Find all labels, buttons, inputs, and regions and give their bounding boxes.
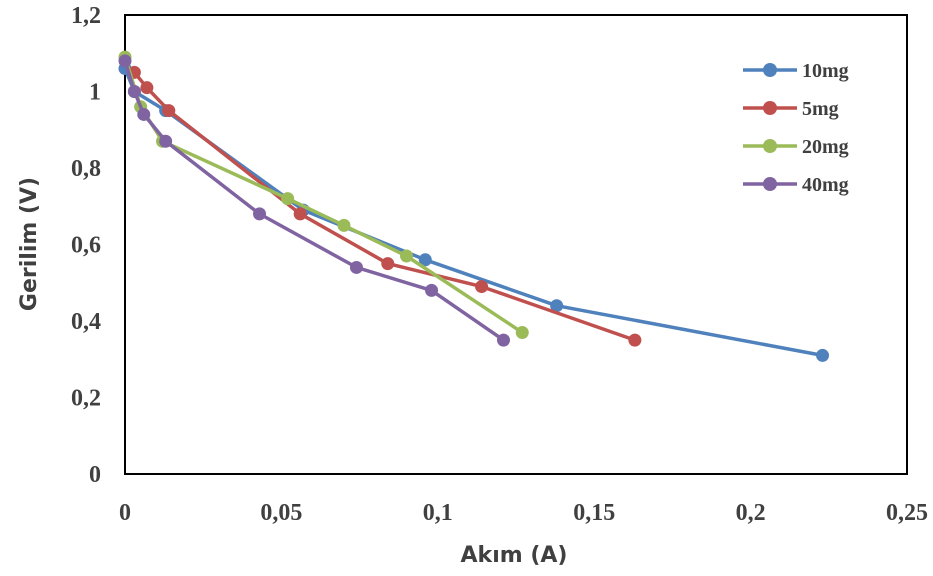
x-tick-labels: 0 0,05 0,1 0,15 0,2 0,25	[119, 500, 928, 526]
data-point	[381, 257, 395, 271]
x-tick-label: 0,25	[886, 500, 928, 526]
x-tick-label: 0	[119, 500, 131, 526]
series-40mg	[118, 54, 510, 347]
legend-label: 20mg	[802, 136, 849, 158]
legend-item-10mg: 10mg	[743, 60, 849, 82]
data-point	[400, 249, 414, 263]
data-point	[281, 192, 295, 206]
data-point	[127, 85, 141, 98]
data-point	[118, 54, 132, 68]
data-point	[140, 81, 154, 95]
legend-item-40mg: 40mg	[743, 174, 849, 196]
y-tick-label: 0,6	[71, 233, 101, 259]
data-point	[425, 283, 439, 297]
legend-label: 10mg	[802, 60, 849, 82]
y-tick-label: 0,8	[71, 156, 101, 182]
y-tick-label: 0,4	[71, 309, 101, 335]
legend-marker	[763, 63, 777, 77]
data-point	[349, 260, 363, 274]
x-tick-label: 0,05	[260, 500, 302, 526]
legend-label: 5mg	[802, 98, 839, 120]
y-tick-label: 1	[89, 80, 101, 106]
x-tick-label: 0,2	[736, 500, 766, 526]
data-point	[159, 134, 173, 148]
data-point	[475, 280, 489, 294]
x-tick-label: 0,1	[423, 500, 453, 526]
data-point	[816, 348, 830, 362]
data-point	[337, 218, 351, 232]
series-layer	[118, 50, 830, 362]
data-point	[496, 333, 510, 347]
data-point	[550, 299, 564, 313]
data-point	[137, 107, 151, 121]
data-point	[162, 104, 176, 118]
legend-marker	[763, 177, 777, 191]
data-point	[418, 253, 432, 267]
legend: 10mg 5mg 20mg 40mg	[743, 60, 849, 196]
legend-marker	[763, 101, 777, 115]
data-point	[628, 333, 642, 347]
y-tick-labels: 0 0,2 0,4 0,6 0,8 1 1,2	[71, 3, 101, 488]
y-axis-title: Gerilim (V)	[17, 177, 42, 311]
legend-marker	[763, 139, 777, 153]
legend-item-5mg: 5mg	[743, 98, 839, 120]
data-point	[293, 207, 307, 221]
series-5mg	[127, 65, 642, 347]
legend-item-20mg: 20mg	[743, 136, 849, 158]
legend-label: 40mg	[802, 174, 849, 196]
x-axis-title: Akım (A)	[461, 543, 568, 568]
plot-area-border	[124, 14, 908, 475]
y-tick-label: 0	[89, 462, 101, 488]
data-point	[515, 325, 529, 339]
y-tick-label: 1,2	[71, 3, 101, 29]
x-tick-label: 0,15	[573, 500, 615, 526]
data-point	[253, 207, 267, 221]
y-tick-label: 0,2	[71, 386, 101, 412]
